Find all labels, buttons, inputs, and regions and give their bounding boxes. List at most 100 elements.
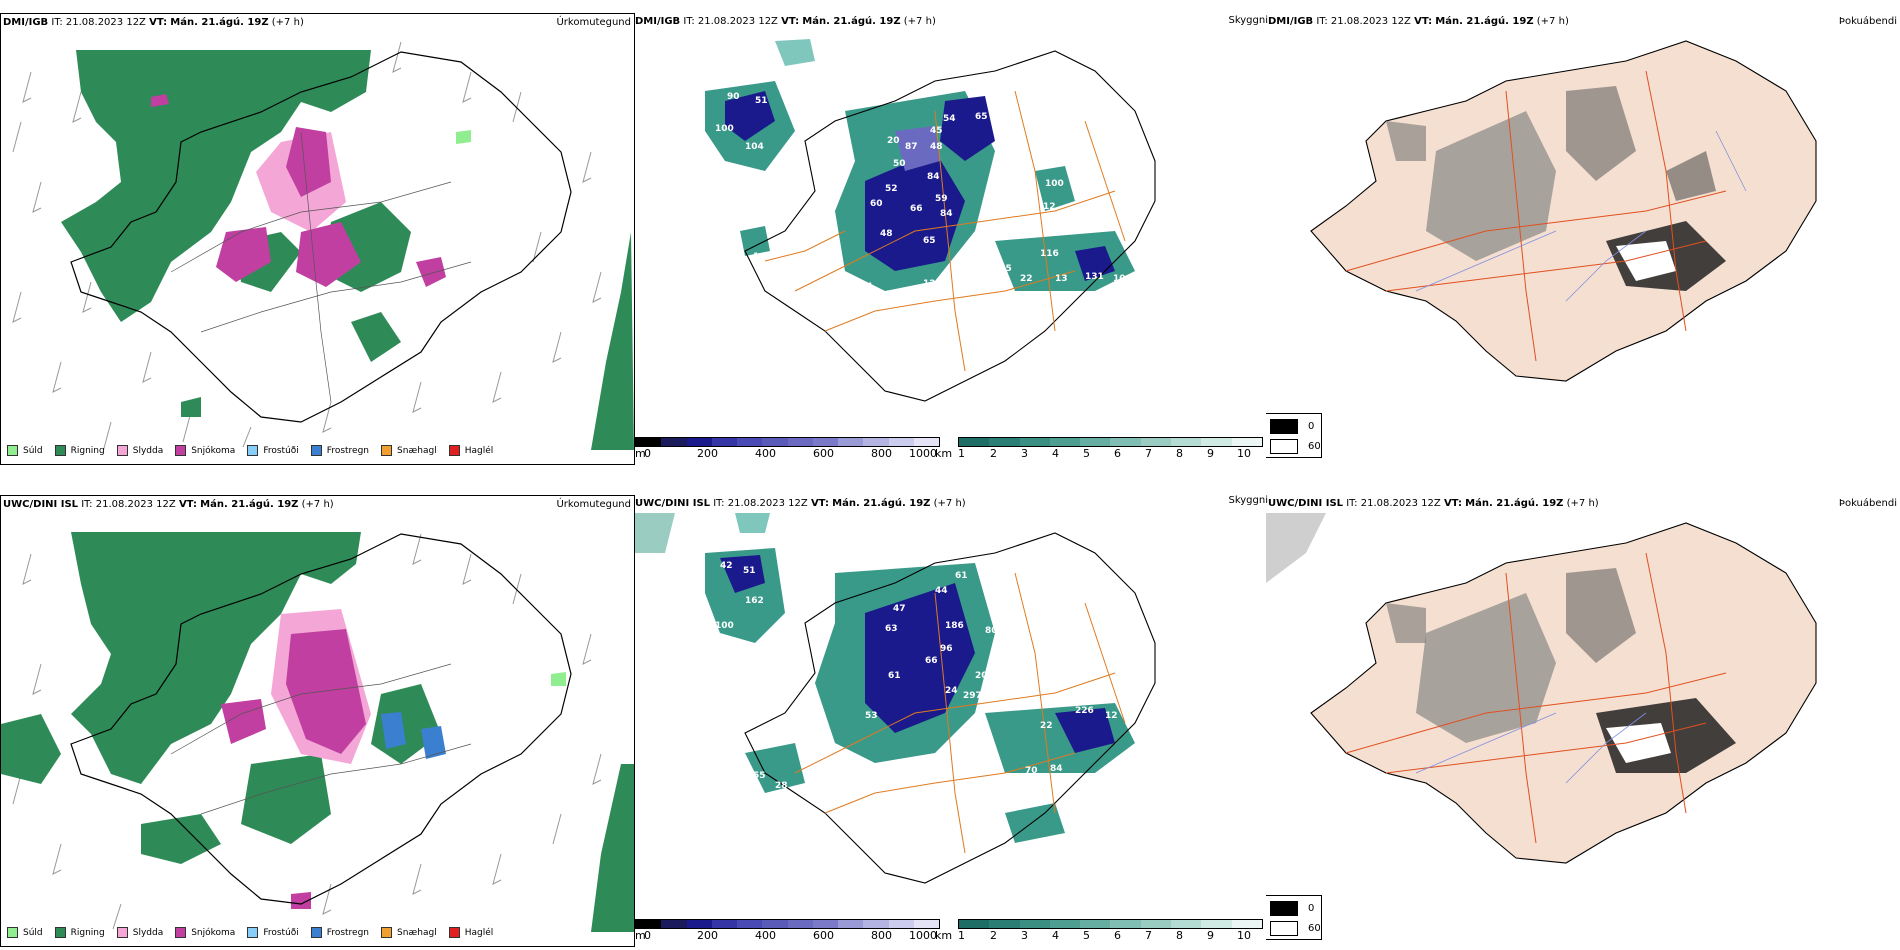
cloud-value: 100 xyxy=(715,621,734,631)
cloud-value: 63 xyxy=(885,624,898,634)
legend-item: Haglél xyxy=(448,445,493,456)
visibility-map: 45 51 90 100 104 54 45 65 80 48 20 87 50… xyxy=(705,39,1156,402)
cloud-value: 162 xyxy=(745,596,764,606)
fog-map xyxy=(1266,513,1817,864)
cloud-value: 55 xyxy=(753,771,766,781)
fog-title: Þokuábendi xyxy=(1838,16,1897,27)
cloud-value: 51 xyxy=(755,96,768,106)
cloud-value: 100 xyxy=(930,806,949,816)
cloud-value: 22 xyxy=(1040,721,1053,731)
cloud-colorbar xyxy=(635,437,940,447)
cloud-value: 100 xyxy=(1045,179,1064,189)
cloud-value: 186 xyxy=(945,621,964,631)
precip-legend: Súld Rigning Slydda Snjókoma Frostúði Fr… xyxy=(7,927,493,938)
cloud-value: 52 xyxy=(885,184,898,194)
visibility-unit: km xyxy=(935,929,953,942)
cloud-value: 59 xyxy=(935,194,948,204)
cloud-value: 51 xyxy=(743,566,756,576)
visibility-unit: km xyxy=(935,447,953,460)
cloud-value: 66 xyxy=(925,656,938,666)
cloud-value: 92 xyxy=(1015,701,1028,711)
cloud-unit: m xyxy=(635,929,646,942)
cloud-ticks: 0 200 400 600 800 1000 xyxy=(644,447,937,460)
cloud-value: 64 xyxy=(860,282,873,292)
panel-header-2b: UWC/DINI ISL IT: 21.08.2023 12Z VT: Mán.… xyxy=(635,498,966,509)
cloud-value: 99 xyxy=(770,684,783,694)
cloud-value: 80 xyxy=(995,129,1008,139)
fog-panel-1: DMI/IGB IT: 21.08.2023 12Z VT: Mán. 21.á… xyxy=(1266,13,1900,465)
cloud-value: 60 xyxy=(870,199,883,209)
vt-value: Mán. 21.ágú. 19Z xyxy=(170,17,269,28)
visibility-title: Skyggni xyxy=(1228,495,1268,506)
it-label: IT: xyxy=(51,17,63,28)
vt-label: VT: xyxy=(149,17,168,28)
cloud-value: 84 xyxy=(940,209,953,219)
cloud-base-values: 42 51 162 100 44 61 47 186 80 63 96 66 6… xyxy=(715,561,1138,816)
cloud-value: 65 xyxy=(975,112,988,122)
visibility-ticks: 1 2 3 4 5 6 7 8 9 10 xyxy=(958,447,1251,460)
cloud-base-values: 45 51 90 100 104 54 45 65 80 48 20 87 50… xyxy=(715,72,1132,292)
cloud-value: 42 xyxy=(720,561,733,571)
cloud-value: 127 xyxy=(923,279,942,289)
cloud-value: 80 xyxy=(985,626,998,636)
cloud-value: 44 xyxy=(935,586,948,596)
visibility-colorbar xyxy=(958,919,1263,929)
legend-item: Súld xyxy=(7,445,43,456)
fog-roads xyxy=(1345,70,1727,362)
panel-header-1b: DMI/IGB IT: 21.08.2023 12Z VT: Mán. 21.á… xyxy=(635,16,936,27)
cloud-value: 12 xyxy=(1043,202,1056,212)
cloud-value: 131 xyxy=(1085,272,1104,282)
legend-item: Slydda xyxy=(116,445,163,456)
cloud-value: 15 xyxy=(807,229,820,239)
cloud-value: 47 xyxy=(893,604,906,614)
cloud-colorbar xyxy=(635,919,940,929)
precip-title: Úrkomutegund xyxy=(556,499,631,510)
legend-item: Snjókoma xyxy=(175,445,235,456)
legend-item: Frostúði xyxy=(247,445,299,456)
cloud-value: 297 xyxy=(963,691,982,701)
precip-legend: Súld Rigning Slydda Snjókoma Frostúði Fr… xyxy=(7,445,493,456)
legend-item: Snæhagl xyxy=(381,445,437,456)
cloud-value: 305 xyxy=(993,264,1012,274)
fog-map xyxy=(1310,40,1817,382)
visibility-colorbar xyxy=(958,437,1263,447)
cloud-value: 45 xyxy=(730,72,743,82)
panel-header-2: UWC/DINI ISL IT: 21.08.2023 12Z VT: Mán.… xyxy=(3,499,334,510)
legend-item: Frostregn xyxy=(310,445,369,456)
iceland-outline xyxy=(70,51,572,423)
roads xyxy=(764,90,1126,372)
cloud-value: 48 xyxy=(930,142,943,152)
precip-map xyxy=(12,41,634,450)
precip-title: Úrkomutegund xyxy=(556,17,631,28)
cloud-value: 24 xyxy=(945,686,958,696)
cloud-value: 15 xyxy=(1037,646,1050,656)
cloud-value: 13 xyxy=(1055,274,1068,284)
cloud-value: 84 xyxy=(1050,764,1063,774)
precip-map xyxy=(1,532,634,932)
cloud-value: 106 xyxy=(1113,274,1132,284)
rain-area xyxy=(61,50,371,322)
cloud-value: 66 xyxy=(910,204,923,214)
cloud-value: 87 xyxy=(905,142,918,152)
cloud-value: 45 xyxy=(930,126,943,136)
cloud-value: 28 xyxy=(775,781,788,791)
precip-panel-2: UWC/DINI ISL IT: 21.08.2023 12Z VT: Mán.… xyxy=(0,495,635,947)
lead-time: (+7 h) xyxy=(271,17,304,28)
cloud-value: 30 xyxy=(1125,696,1138,706)
cloud-value: 70 xyxy=(1025,766,1038,776)
cloud-value: 54 xyxy=(943,114,956,124)
visibility-map: 42 51 162 100 44 61 47 186 80 63 96 66 6… xyxy=(635,513,1156,884)
cloud-value: 14 xyxy=(753,252,766,262)
visibility-panel-1: DMI/IGB IT: 21.08.2023 12Z VT: Mán. 21.á… xyxy=(635,13,1270,465)
precip-panel-1: DMI/IGB IT: 21.08.2023 12Z VT: Mán. 21.á… xyxy=(0,13,635,465)
cloud-value: 61 xyxy=(955,571,968,581)
cloud-value: 65 xyxy=(923,236,936,246)
fog-legend: 0 60 xyxy=(1266,413,1322,458)
visibility-ticks: 1 2 3 4 5 6 7 8 9 10 xyxy=(958,929,1251,942)
cloud-value: 20 xyxy=(975,671,988,681)
wind-barbs xyxy=(12,41,602,450)
visibility-title: Skyggni xyxy=(1228,15,1268,26)
cloud-value: 22 xyxy=(1020,274,1033,284)
cloud-value: 10 xyxy=(1120,676,1133,686)
cloud-value: 96 xyxy=(940,644,953,654)
